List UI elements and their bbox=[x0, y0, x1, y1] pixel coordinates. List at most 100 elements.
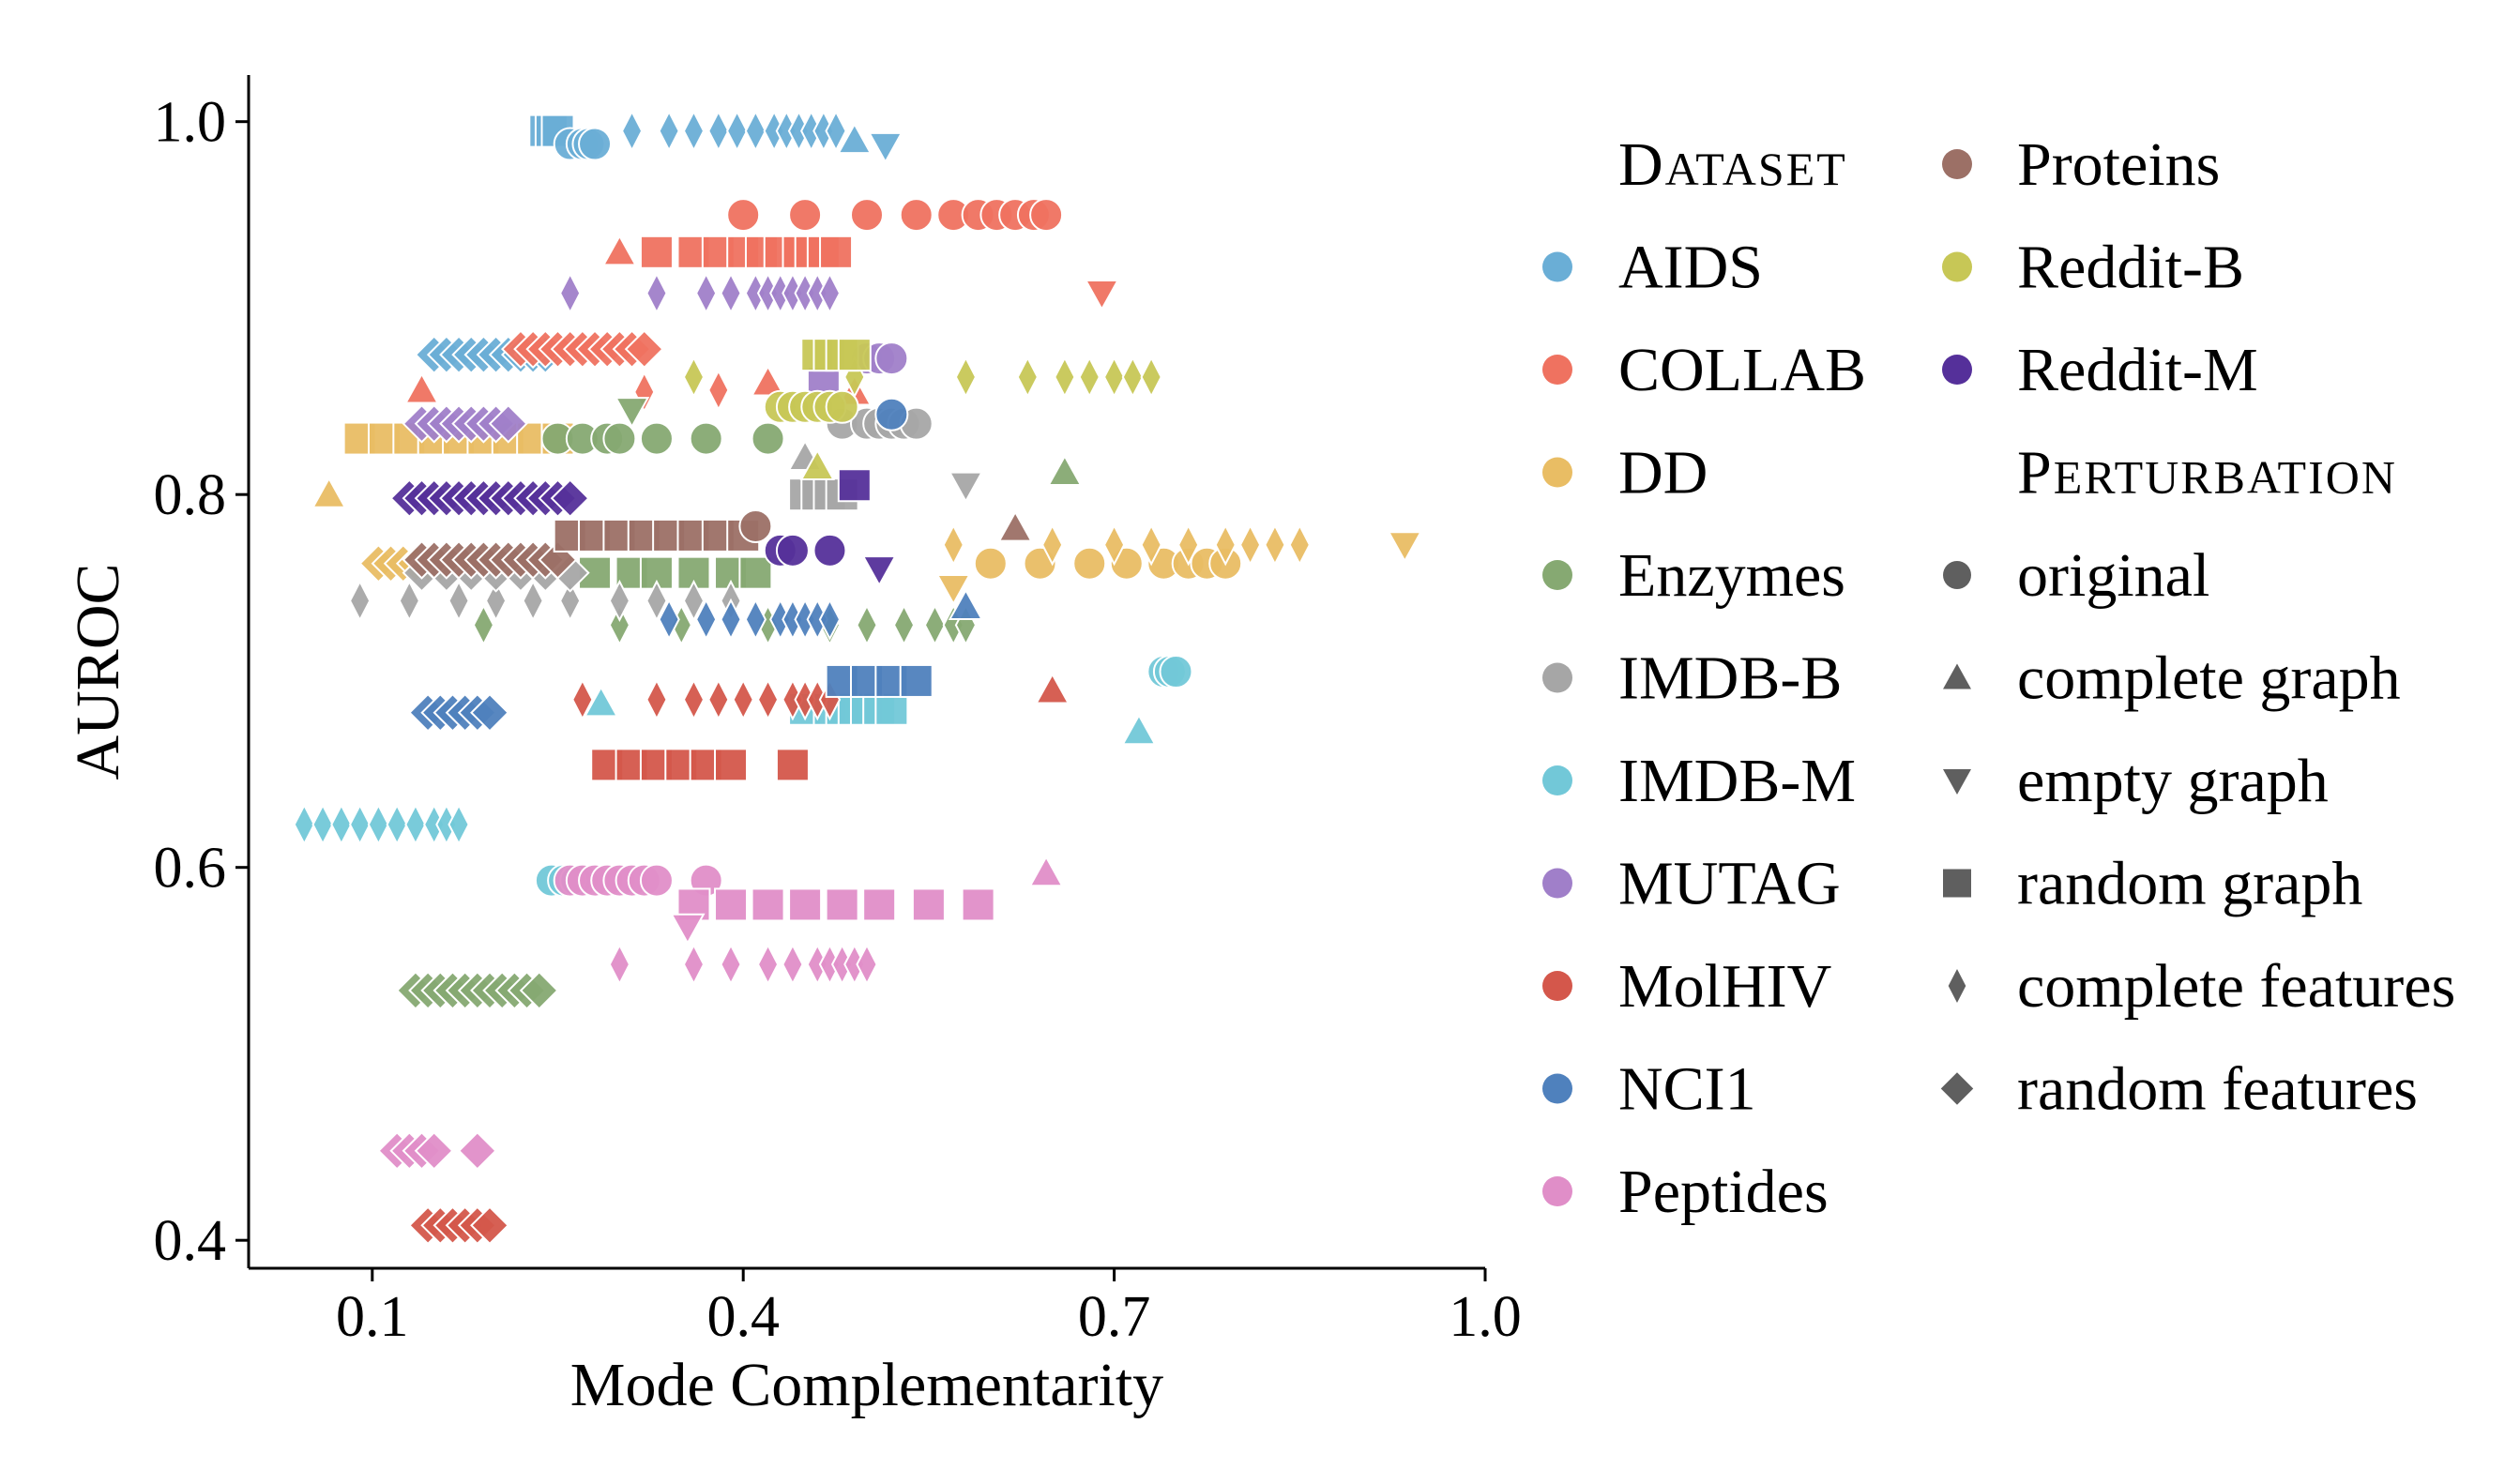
point-enzymes-triangle-up bbox=[1047, 454, 1083, 486]
point-nci1-diamond bbox=[470, 692, 509, 733]
legend-marker-random-graph bbox=[1943, 869, 1971, 898]
point-enzymes-thin-diamond bbox=[472, 603, 495, 646]
point-dd-circle bbox=[973, 546, 1008, 581]
point-imdb-m-thin-diamond bbox=[293, 803, 315, 846]
point-aids-triangle-down bbox=[868, 131, 903, 164]
point-dd-thin-diamond bbox=[1140, 523, 1162, 567]
legend-label-reddit-m: Reddit-M bbox=[2017, 336, 2258, 404]
point-collab-triangle-up bbox=[403, 371, 440, 404]
point-peptides-square bbox=[911, 887, 946, 922]
point-reddit-b-thin-diamond bbox=[954, 356, 978, 399]
point-imdb-m-thin-diamond bbox=[330, 803, 353, 846]
point-reddit-b-thin-diamond bbox=[682, 356, 706, 399]
point-proteins-diamond bbox=[538, 539, 578, 580]
point-collab-square bbox=[639, 235, 674, 269]
point-imdb-m-circle bbox=[1159, 655, 1193, 689]
x-tick-label: 0.4 bbox=[706, 1285, 780, 1349]
point-aids-circle bbox=[578, 127, 613, 161]
point-peptides-circle bbox=[639, 863, 674, 898]
point-peptides-square bbox=[714, 887, 749, 922]
y-axis-label: AUROC bbox=[64, 563, 132, 780]
legend-label-collab: COLLAB bbox=[1618, 336, 1866, 404]
point-imdb-m-triangle-up bbox=[1121, 713, 1157, 746]
point-aids-thin-diamond bbox=[658, 110, 680, 153]
point-dd-thin-diamond bbox=[942, 523, 964, 567]
point-imdb-m-thin-diamond bbox=[386, 803, 408, 846]
point-reddit-m-circle bbox=[812, 533, 847, 568]
ticks: 0.1 0.4 0.7 1.0 0.4 0.6 0.8 1.0 bbox=[154, 91, 1522, 1349]
legend-label-random-features: random features bbox=[2017, 1055, 2418, 1124]
point-enzymes-circle bbox=[689, 421, 723, 456]
point-aids-thin-diamond bbox=[707, 110, 730, 153]
point-aids-thin-diamond bbox=[825, 110, 847, 153]
point-molhiv-square bbox=[714, 748, 749, 782]
point-peptides-thin-diamond bbox=[682, 943, 706, 986]
legend-label-imdb-b: IMDB-B bbox=[1618, 644, 1842, 713]
point-molhiv-square bbox=[775, 748, 810, 782]
point-enzymes-circle bbox=[639, 421, 674, 456]
point-imdb-b-thin-diamond bbox=[448, 579, 470, 623]
point-collab-thin-diamond bbox=[707, 369, 730, 412]
legend-marker-imdb-b bbox=[1542, 662, 1572, 693]
point-aids-thin-diamond bbox=[725, 110, 749, 153]
point-nci1-triangle-up bbox=[948, 588, 984, 621]
point-dd-thin-diamond bbox=[1264, 523, 1286, 567]
point-molhiv-thin-diamond bbox=[682, 678, 706, 721]
legend-label-random-graph: random graph bbox=[2017, 850, 2362, 918]
legend-marker-peptides bbox=[1542, 1176, 1572, 1206]
point-reddit-m-diamond bbox=[550, 478, 590, 519]
point-peptides-thin-diamond bbox=[720, 943, 742, 986]
point-mutag-thin-diamond bbox=[645, 271, 668, 315]
point-dd-thin-diamond bbox=[1288, 523, 1311, 567]
point-imdb-m-thin-diamond bbox=[367, 803, 390, 846]
point-imdb-b-thin-diamond bbox=[484, 579, 508, 623]
point-peptides-thin-diamond bbox=[756, 943, 780, 986]
point-molhiv-diamond bbox=[470, 1205, 509, 1246]
point-reddit-b-thin-diamond bbox=[1102, 356, 1126, 399]
legend-marker-mutag bbox=[1542, 868, 1572, 899]
point-molhiv-triangle-up bbox=[1035, 672, 1070, 704]
point-nci1-square bbox=[899, 663, 934, 698]
point-enzymes-thin-diamond bbox=[856, 603, 878, 646]
legend-label-original: original bbox=[2017, 541, 2209, 610]
point-mutag-thin-diamond bbox=[694, 271, 718, 315]
legend-label-complete-graph: complete graph bbox=[2017, 644, 2401, 713]
point-molhiv-thin-diamond bbox=[756, 678, 780, 721]
point-dd-thin-diamond bbox=[1238, 523, 1262, 567]
point-imdb-b-triangle-down bbox=[948, 471, 984, 504]
point-enzymes-square bbox=[738, 555, 773, 590]
legend-label-nci1: NCI1 bbox=[1618, 1055, 1756, 1124]
point-reddit-b-thin-diamond bbox=[1078, 356, 1101, 399]
x-tick-label: 0.1 bbox=[336, 1285, 409, 1349]
legend-marker-nci1 bbox=[1542, 1073, 1572, 1104]
legend-label-proteins: Proteins bbox=[2017, 130, 2220, 199]
point-peptides-thin-diamond bbox=[856, 943, 878, 986]
point-imdb-m-thin-diamond bbox=[348, 803, 372, 846]
point-peptides-triangle-down bbox=[670, 913, 706, 946]
point-reddit-b-square bbox=[837, 338, 872, 372]
point-collab-circle bbox=[788, 198, 823, 233]
legend-label-enzymes: Enzymes bbox=[1618, 541, 1845, 610]
point-nci1-circle bbox=[874, 397, 909, 432]
point-collab-circle bbox=[726, 198, 761, 233]
point-dd-triangle-up bbox=[311, 477, 347, 508]
point-dd-thin-diamond bbox=[1177, 523, 1200, 567]
y-tick-label: 1.0 bbox=[154, 91, 227, 155]
point-mutag-thin-diamond bbox=[559, 271, 582, 315]
legend-label-mutag: MUTAG bbox=[1618, 850, 1841, 918]
point-dd-thin-diamond bbox=[1041, 523, 1064, 567]
point-proteins-triangle-up bbox=[997, 509, 1033, 542]
point-dd-thin-diamond bbox=[1102, 523, 1126, 567]
point-peptides-square bbox=[961, 887, 995, 922]
legend-marker-dd bbox=[1542, 457, 1572, 488]
point-nci1-thin-diamond bbox=[694, 598, 718, 641]
point-imdb-b-thin-diamond bbox=[398, 579, 421, 623]
legend-label-dd: DD bbox=[1618, 439, 1708, 507]
point-mutag-thin-diamond bbox=[818, 271, 842, 315]
point-reddit-m-triangle-down bbox=[861, 555, 897, 587]
point-imdb-m-triangle-up bbox=[583, 685, 619, 718]
legend-marker-proteins bbox=[1942, 149, 1972, 179]
point-enzymes-circle bbox=[602, 421, 637, 456]
point-peptides-diamond bbox=[457, 1130, 497, 1171]
